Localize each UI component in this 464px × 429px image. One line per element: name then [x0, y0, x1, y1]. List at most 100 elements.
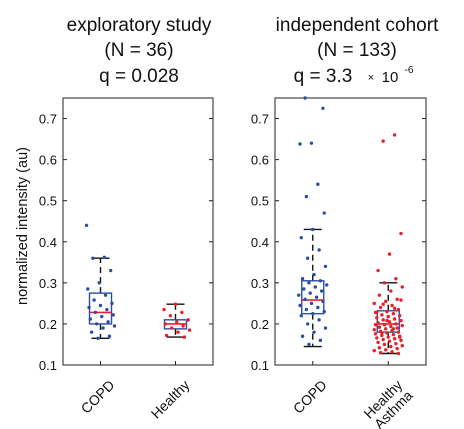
x-tick-label: Healthy — [148, 377, 193, 422]
data-point — [316, 182, 320, 186]
data-point — [91, 256, 95, 260]
data-point — [372, 348, 376, 353]
data-point — [399, 318, 403, 323]
data-point — [307, 342, 311, 347]
x-tick-label-line: COPD — [290, 377, 330, 417]
data-point — [396, 307, 401, 312]
data-point — [400, 285, 404, 289]
y-tick-label: 0.1 — [251, 358, 269, 373]
chart-title: exploratory study — [67, 15, 212, 36]
data-point — [94, 322, 99, 326]
data-point — [394, 341, 398, 346]
data-point — [317, 318, 321, 322]
y-tick-label: 0.4 — [39, 235, 57, 250]
data-point — [86, 287, 90, 291]
y-tick-label: 0.3 — [39, 276, 57, 291]
data-point — [304, 307, 309, 312]
data-point — [303, 96, 307, 100]
data-point — [389, 344, 393, 349]
data-point — [314, 295, 319, 299]
data-point — [182, 335, 187, 339]
data-point — [305, 322, 310, 326]
data-point — [300, 277, 305, 281]
data-point — [168, 314, 173, 318]
data-point — [186, 318, 190, 322]
data-point — [175, 320, 179, 324]
data-point — [375, 316, 379, 320]
data-point — [394, 322, 398, 326]
data-point — [88, 317, 93, 321]
data-point — [98, 303, 103, 308]
data-point — [387, 339, 392, 343]
data-point — [105, 307, 109, 312]
y-tick-label: 0.4 — [251, 235, 269, 250]
data-point — [389, 289, 393, 293]
x-tick-label: COPD — [78, 377, 118, 417]
data-point — [384, 327, 388, 331]
data-point — [321, 299, 325, 304]
data-point — [101, 326, 105, 330]
box-group-2 — [372, 133, 404, 356]
data-point — [399, 298, 403, 302]
data-point — [380, 313, 384, 317]
data-point — [162, 307, 166, 312]
data-point — [111, 313, 115, 317]
data-point — [297, 293, 301, 297]
x-tick-label: COPD — [290, 377, 330, 417]
data-point — [398, 314, 402, 318]
data-point — [325, 283, 329, 287]
y-tick-label: 0.1 — [39, 358, 57, 373]
data-point — [384, 348, 388, 352]
data-point — [187, 328, 192, 332]
data-point — [376, 340, 380, 345]
data-point — [309, 141, 314, 145]
box-group-1 — [297, 96, 329, 348]
data-point — [381, 302, 385, 306]
y-tick-label: 0.2 — [251, 317, 269, 332]
data-point — [298, 303, 302, 308]
data-point — [313, 285, 317, 289]
data-point — [373, 323, 378, 327]
data-point — [381, 139, 385, 143]
data-point — [373, 332, 378, 336]
data-point — [107, 334, 112, 338]
data-point — [391, 327, 396, 331]
x-tick-label: Healthy+ Asthma — [352, 377, 415, 429]
q-value-power: 10 — [382, 69, 399, 86]
data-point — [93, 310, 98, 315]
data-point — [380, 331, 384, 335]
data-point — [106, 320, 110, 324]
data-point — [376, 320, 380, 325]
box-group-1 — [84, 223, 117, 340]
chart-title: independent cohort — [276, 15, 439, 36]
data-point — [299, 235, 303, 240]
data-point — [312, 330, 316, 334]
chart-panels: exploratory study (N = 36) q = 0.028 0.1 0.2… — [39, 15, 439, 429]
data-point — [97, 281, 101, 285]
data-point — [396, 330, 401, 334]
data-point — [380, 333, 384, 338]
data-point — [377, 293, 382, 297]
data-point — [398, 335, 402, 339]
data-point — [163, 322, 168, 326]
data-point — [382, 281, 387, 285]
data-point — [181, 324, 185, 328]
data-point — [311, 227, 315, 232]
data-point — [392, 337, 397, 341]
data-point — [102, 255, 107, 260]
data-point — [323, 264, 328, 269]
data-point — [96, 336, 100, 340]
chart-subtitle: (N = 36) — [104, 40, 173, 61]
data-point — [390, 350, 394, 354]
data-point — [396, 351, 401, 356]
data-point — [395, 346, 399, 351]
data-point — [89, 330, 94, 334]
data-point — [176, 330, 180, 334]
chart-panel-1: exploratory study (N = 36) q = 0.028 0.1 0.2… — [39, 15, 214, 422]
data-point — [305, 256, 310, 260]
data-point — [308, 291, 312, 295]
data-point — [377, 346, 382, 350]
q-value-label: q = 0.028 — [99, 66, 179, 87]
data-point — [392, 317, 397, 321]
data-point — [164, 333, 169, 338]
